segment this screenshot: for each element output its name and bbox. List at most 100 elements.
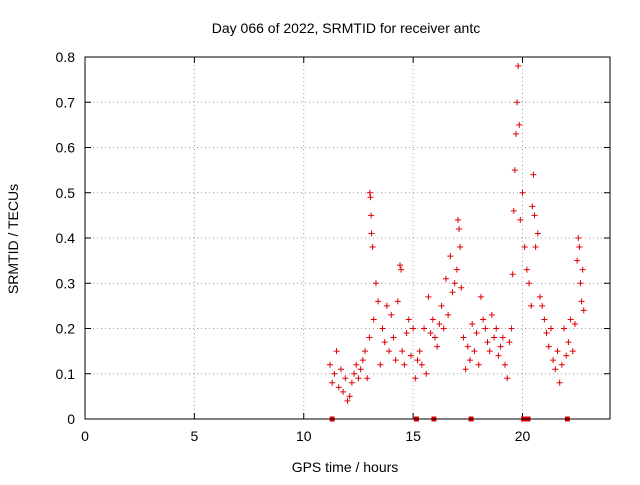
data-point	[569, 348, 576, 355]
data-point	[416, 348, 423, 355]
data-point	[556, 379, 563, 386]
data-point	[342, 375, 349, 382]
data-point	[480, 316, 487, 323]
data-point	[554, 348, 561, 355]
data-point	[423, 370, 430, 377]
data-point	[561, 325, 568, 332]
data-point	[388, 311, 395, 318]
y-axis-label: SRMTID / TECUs	[5, 184, 21, 294]
data-point	[517, 216, 524, 223]
data-point	[335, 384, 342, 391]
data-point	[453, 266, 460, 273]
data-point	[333, 348, 340, 355]
data-point	[346, 393, 353, 400]
data-point	[493, 325, 500, 332]
data-point	[405, 316, 412, 323]
data-point	[563, 352, 570, 359]
data-point	[381, 339, 388, 346]
x-tick-label: 15	[405, 428, 421, 444]
data-point	[512, 130, 519, 137]
data-point	[552, 366, 559, 373]
data-point	[340, 388, 347, 395]
y-tick-label: 0.4	[56, 230, 76, 246]
data-point	[397, 262, 403, 269]
data-point	[530, 171, 537, 178]
data-point	[528, 302, 535, 309]
data-point	[445, 311, 452, 318]
data-point	[469, 320, 476, 327]
data-point	[495, 352, 502, 359]
data-point	[401, 361, 408, 368]
data-point	[412, 375, 419, 382]
y-tick-label: 0.1	[56, 366, 76, 382]
data-point	[414, 357, 421, 364]
data-point	[348, 379, 355, 386]
data-point	[484, 339, 491, 346]
x-tick-label: 5	[190, 428, 198, 444]
data-point	[497, 343, 504, 350]
data-point	[366, 189, 373, 196]
data-point	[521, 244, 528, 251]
data-point	[327, 361, 333, 368]
data-point	[355, 375, 362, 382]
data-point	[368, 230, 375, 237]
data-point	[475, 361, 482, 368]
data-point	[541, 316, 548, 323]
y-tick-label: 0.6	[56, 140, 76, 156]
data-point	[510, 207, 517, 214]
data-point	[451, 280, 458, 287]
data-point	[482, 325, 489, 332]
data-point	[362, 348, 368, 355]
data-point	[398, 266, 405, 273]
data-point	[410, 325, 417, 332]
data-point	[572, 320, 578, 327]
data-point	[532, 244, 539, 251]
data-point	[506, 339, 513, 346]
data-point	[456, 225, 463, 232]
data-point	[539, 302, 546, 309]
data-point	[543, 330, 550, 337]
data-point	[357, 366, 364, 373]
data-point	[399, 348, 406, 355]
y-tick-label: 0.2	[56, 321, 76, 337]
y-tick-label: 0.8	[56, 49, 76, 65]
data-point	[403, 330, 410, 337]
chart-title: Day 066 of 2022, SRMTID for receiver ant…	[212, 20, 480, 36]
data-point	[519, 189, 526, 196]
data-point	[329, 379, 336, 386]
data-point	[511, 167, 518, 174]
data-point	[504, 375, 511, 382]
data-point	[509, 271, 516, 278]
y-tick-label: 0.5	[56, 185, 76, 201]
axis-ticks: 0 5 10 15 20 0 0.1 0.2 0.3 0.4 0.5 0.6 0.7 0.8	[56, 49, 610, 444]
data-point	[458, 284, 465, 291]
data-point	[375, 298, 382, 305]
data-point	[491, 334, 498, 341]
data-point	[547, 325, 554, 332]
data-point	[471, 348, 478, 355]
y-tick-label: 0	[67, 411, 75, 427]
data-point	[394, 298, 401, 305]
grid	[85, 57, 610, 419]
data-point	[369, 244, 376, 251]
data-point	[477, 293, 484, 300]
data-point	[577, 280, 584, 287]
data-point	[515, 63, 522, 70]
data-point	[534, 230, 541, 237]
data-point	[537, 293, 543, 300]
data-point	[454, 216, 461, 223]
data-points	[327, 63, 587, 422]
data-point	[421, 325, 428, 332]
data-point	[467, 357, 473, 364]
data-point	[523, 266, 530, 273]
x-axis-label: GPS time / hours	[292, 459, 399, 475]
x-tick-label: 10	[296, 428, 312, 444]
data-point	[449, 289, 456, 296]
data-point	[425, 293, 432, 300]
data-point	[579, 266, 586, 273]
data-point	[432, 334, 438, 341]
data-point	[390, 334, 397, 341]
data-point	[351, 370, 358, 377]
